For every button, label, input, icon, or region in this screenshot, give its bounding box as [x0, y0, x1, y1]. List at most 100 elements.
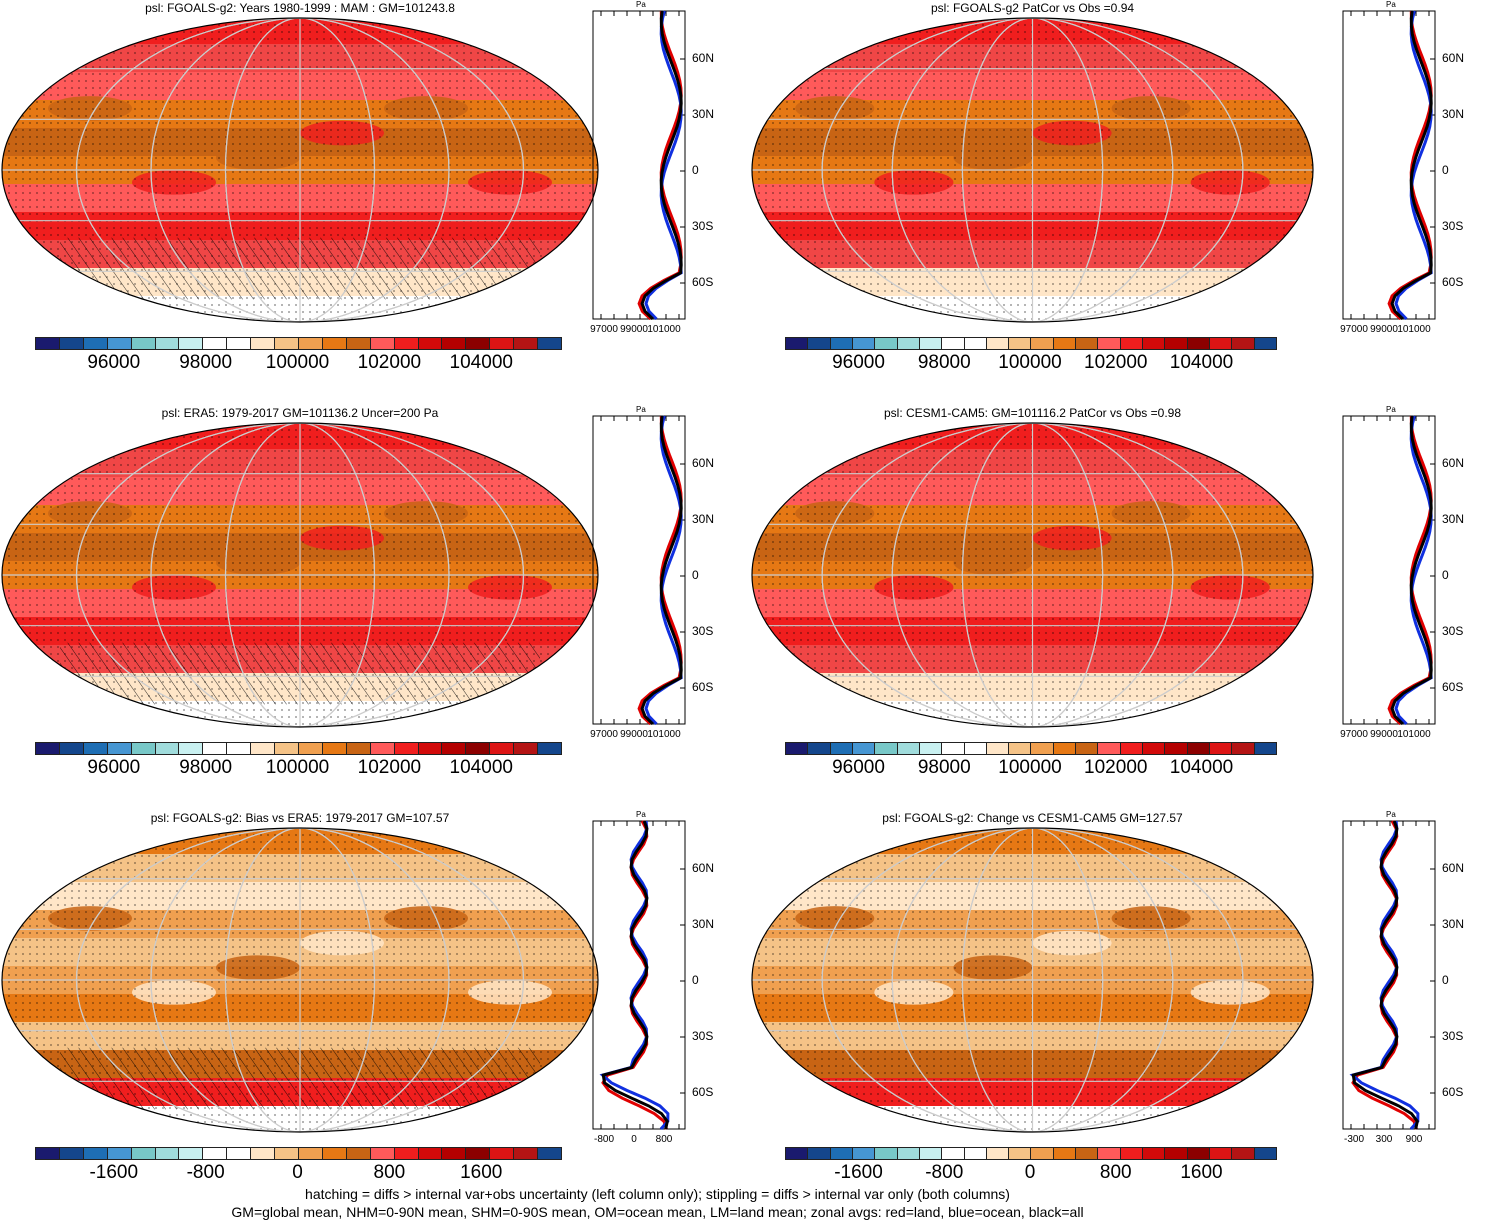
colorbar-tick-label: 96000	[832, 352, 885, 373]
colorbar-swatch	[786, 1148, 809, 1159]
colorbar-swatch	[538, 338, 561, 349]
zonal-x-tick-label: 800	[655, 1134, 673, 1145]
latitude-label: 30N	[1442, 512, 1465, 526]
zonal-x-tick-label: 99000	[620, 324, 648, 335]
zonal-x-tick-label: -800	[593, 1134, 615, 1145]
colorbar-swatch	[808, 1148, 831, 1159]
colorbar-swatch	[830, 1148, 853, 1159]
colorbar-swatch	[322, 338, 347, 349]
colorbar-swatch	[1209, 743, 1233, 754]
colorbar-swatch	[155, 338, 180, 349]
colorbar-swatch	[1165, 338, 1188, 349]
colorbar-swatch	[1143, 338, 1166, 349]
latitude-label: 30N	[692, 917, 715, 931]
colorbar-swatch	[203, 338, 228, 349]
panel-title: psl: CESM1-CAM5: GM=101116.2 PatCor vs O…	[883, 406, 1182, 420]
colorbar-tick-label: 0	[292, 1162, 303, 1183]
colorbar-swatch	[538, 1148, 561, 1159]
colorbar-swatch	[1031, 1148, 1054, 1159]
zonal-unit-label: Pa	[636, 405, 646, 414]
colorbar-swatch	[986, 1148, 1010, 1159]
colorbar-swatch	[897, 743, 920, 754]
colorbar-tick-label: 98000	[179, 757, 233, 778]
zonal-mean-plot	[592, 415, 686, 725]
colorbar-swatch	[203, 743, 228, 754]
colorbar-swatch	[394, 743, 419, 754]
colorbar-tick-label: 102000	[357, 352, 422, 373]
footnote-line-2: GM=global mean, NHM=0-90N mean, SHM=0-90…	[231, 1204, 1084, 1220]
colorbar-swatch	[964, 338, 987, 349]
colorbar-swatch	[466, 1148, 491, 1159]
colorbar-swatch	[786, 743, 809, 754]
colorbar-swatch	[203, 1148, 228, 1159]
zonal-unit-label: Pa	[636, 0, 646, 9]
latitude-label: 60S	[1442, 680, 1464, 694]
colorbar-tick-label: 1600	[1180, 1162, 1223, 1183]
colorbar-swatch	[1120, 743, 1143, 754]
zonal-unit-label: Pa	[1386, 0, 1396, 9]
colorbar-tick-label: 98000	[179, 352, 233, 373]
colorbar-swatch	[1031, 743, 1054, 754]
colorbar-swatch	[1076, 743, 1099, 754]
colorbar-tick-label: 102000	[357, 757, 422, 778]
colorbar-swatch	[942, 338, 965, 349]
colorbar-swatch	[1254, 1148, 1276, 1159]
colorbar-swatch	[36, 338, 60, 349]
zonal-mean-plot	[592, 820, 686, 1130]
colorbar	[35, 742, 562, 755]
colorbar-swatch	[227, 338, 252, 349]
colorbar-tick-label: -800	[186, 1162, 225, 1183]
world-map	[751, 17, 1314, 323]
colorbar-swatch	[1053, 338, 1077, 349]
colorbar-swatch	[1098, 1148, 1121, 1159]
colorbar	[785, 337, 1277, 350]
zonal-curve	[637, 10, 683, 320]
colorbar-swatch	[1232, 338, 1255, 349]
colorbar-tick-label: 100000	[998, 757, 1062, 778]
zonal-x-tick-label: 101000	[1397, 324, 1431, 335]
colorbar-swatch	[1209, 1148, 1233, 1159]
colorbar-swatch	[179, 743, 204, 754]
colorbar-swatch	[942, 1148, 965, 1159]
colorbar-swatch	[1009, 338, 1032, 349]
colorbar-tick-label: 96000	[832, 757, 885, 778]
colorbar-swatch	[83, 743, 108, 754]
colorbar-swatch	[370, 338, 395, 349]
zonal-curve	[601, 820, 669, 1130]
colorbar-swatch	[919, 338, 943, 349]
colorbar-swatch	[251, 338, 276, 349]
colorbar-swatch	[442, 1148, 467, 1159]
colorbar-tick-label: 1600	[460, 1162, 503, 1183]
colorbar-swatch	[1053, 743, 1077, 754]
zonal-x-tick-label: 99000	[620, 729, 648, 740]
latitude-label: 30N	[1442, 107, 1465, 121]
colorbar-tick-label: -1600	[834, 1162, 883, 1183]
colorbar-swatch	[83, 338, 108, 349]
colorbar-swatch	[131, 1148, 156, 1159]
colorbar-swatch	[919, 743, 943, 754]
colorbar-swatch	[394, 1148, 419, 1159]
zonal-curve	[1387, 415, 1433, 725]
colorbar-swatch	[131, 743, 156, 754]
colorbar-swatch	[251, 1148, 276, 1159]
world-map	[1, 827, 599, 1133]
colorbar-swatch	[1009, 1148, 1032, 1159]
colorbar-swatch	[107, 743, 132, 754]
colorbar-swatch	[442, 743, 467, 754]
colorbar-swatch	[1076, 1148, 1099, 1159]
colorbar-tick-label: 96000	[87, 352, 141, 373]
zonal-mean-plot	[1342, 820, 1436, 1130]
zonal-unit-label: Pa	[1386, 405, 1396, 414]
zonal-x-tick-label: -300	[1343, 1134, 1365, 1145]
colorbar-tick-label: 100000	[265, 757, 330, 778]
colorbar-swatch	[964, 1148, 987, 1159]
colorbar-tick-label: 98000	[917, 757, 971, 778]
colorbar-swatch	[179, 338, 204, 349]
colorbar-swatch	[418, 338, 443, 349]
colorbar-swatch	[1098, 743, 1121, 754]
world-map	[1, 422, 599, 728]
colorbar-swatch	[1232, 1148, 1255, 1159]
colorbar-tick-label: -800	[925, 1162, 964, 1183]
colorbar-tick-label: 102000	[1084, 757, 1148, 778]
colorbar-swatch	[59, 338, 84, 349]
